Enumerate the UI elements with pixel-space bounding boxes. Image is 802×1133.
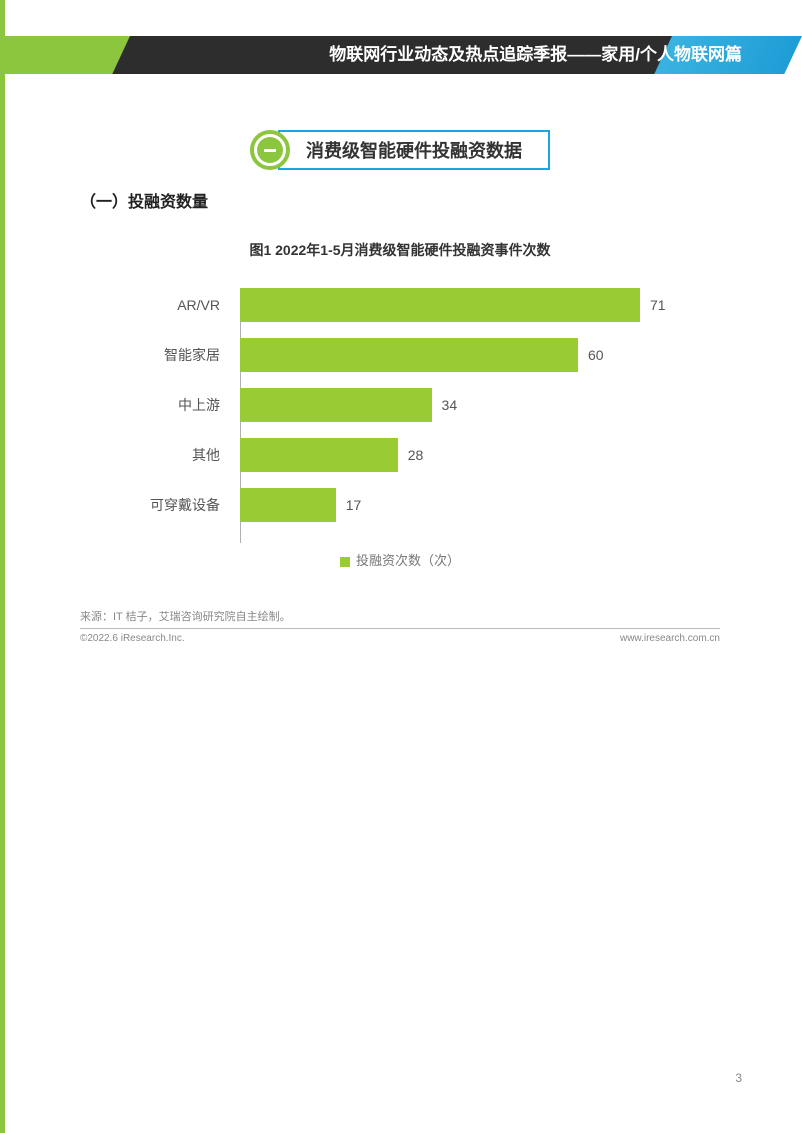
bar-category-label: AR/VR bbox=[80, 297, 230, 313]
bar-category-label: 可穿戴设备 bbox=[80, 495, 230, 515]
subheading: （一）投融资数量 bbox=[80, 188, 720, 212]
copyright-text: ©2022.6 iResearch.Inc. bbox=[80, 633, 185, 644]
bar-value-label: 17 bbox=[346, 497, 362, 513]
badge-inner-circle bbox=[257, 137, 283, 163]
bar-rect bbox=[240, 438, 398, 472]
bar-rect bbox=[240, 288, 640, 322]
header-title: 物联网行业动态及热点追踪季报——家用/个人物联网篇 bbox=[0, 36, 802, 74]
bar-row: AR/VR 71 bbox=[80, 288, 720, 322]
bar-rect bbox=[240, 388, 432, 422]
legend-swatch bbox=[340, 557, 350, 567]
footer-row: ©2022.6 iResearch.Inc. www.iresearch.com… bbox=[80, 633, 720, 644]
bar-value-label: 28 bbox=[408, 447, 424, 463]
website-text: www.iresearch.com.cn bbox=[620, 633, 720, 644]
page-number: 3 bbox=[735, 1071, 742, 1085]
bar-row: 中上游 34 bbox=[80, 388, 720, 422]
left-edge-accent bbox=[0, 0, 5, 1133]
content-area: 消费级智能硬件投融资数据 （一）投融资数量 图1 2022年1-5月消费级智能硬… bbox=[80, 130, 720, 644]
bar-rect bbox=[240, 488, 336, 522]
bar-value-label: 71 bbox=[650, 297, 666, 313]
section-title: 消费级智能硬件投融资数据 bbox=[278, 130, 550, 170]
bar-category-label: 智能家居 bbox=[80, 345, 230, 365]
bar-row: 智能家居 60 bbox=[80, 338, 720, 372]
bar-row: 可穿戴设备 17 bbox=[80, 488, 720, 522]
divider-line bbox=[80, 628, 720, 629]
section-title-row: 消费级智能硬件投融资数据 bbox=[80, 130, 720, 170]
badge-dash-icon bbox=[264, 149, 276, 152]
source-note: 来源：IT 桔子，艾瑞咨询研究院自主绘制。 bbox=[80, 608, 720, 624]
bar-value-label: 60 bbox=[588, 347, 604, 363]
chart-legend: 投融资次数（次） bbox=[80, 550, 720, 569]
bar-category-label: 其他 bbox=[80, 445, 230, 465]
bar-chart: AR/VR 71 智能家居 60 中上游 34 其他 28 可穿戴设备 17 投融资次数（次） bbox=[80, 288, 720, 568]
section-badge-icon bbox=[250, 130, 290, 170]
chart-title: 图1 2022年1-5月消费级智能硬件投融资事件次数 bbox=[80, 240, 720, 260]
bar-category-label: 中上游 bbox=[80, 395, 230, 415]
bar-rect bbox=[240, 338, 578, 372]
bar-value-label: 34 bbox=[442, 397, 458, 413]
bar-row: 其他 28 bbox=[80, 438, 720, 472]
legend-label: 投融资次数（次） bbox=[356, 553, 460, 568]
header-band: 物联网行业动态及热点追踪季报——家用/个人物联网篇 bbox=[0, 36, 802, 74]
